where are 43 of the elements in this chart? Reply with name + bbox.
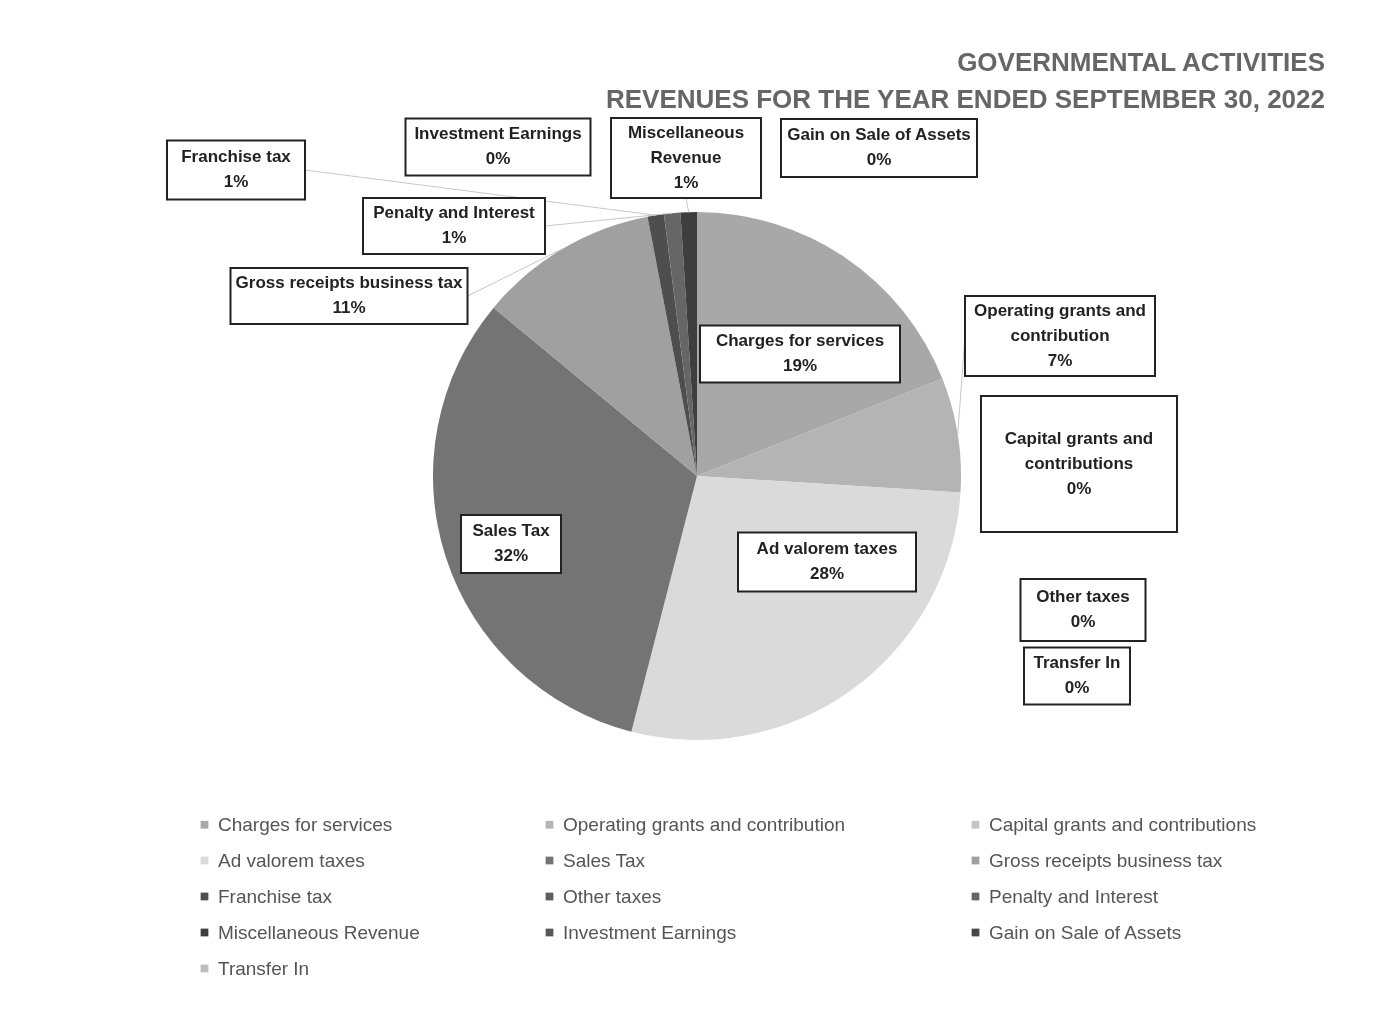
legend-label: Gross receipts business tax bbox=[989, 849, 1223, 871]
data-label: 1% bbox=[673, 172, 699, 192]
text: 0% bbox=[1064, 678, 1090, 697]
slice-label: Franchise tax bbox=[181, 147, 292, 166]
data-label: 28% bbox=[809, 564, 845, 583]
text: 0% bbox=[485, 149, 511, 168]
slice-label: Sales Tax bbox=[472, 521, 551, 540]
legend-label: Sales Tax bbox=[563, 849, 646, 871]
pie-slice bbox=[433, 307, 697, 732]
data-label: 11% bbox=[332, 298, 366, 317]
category-label: Capital grants and contributions bbox=[1004, 428, 1154, 473]
legend-label: Transfer In bbox=[218, 957, 310, 979]
text: 0% bbox=[866, 150, 892, 169]
category-label: Other taxes bbox=[1036, 587, 1130, 606]
slice-label: Operating grants and contribution bbox=[974, 300, 1146, 345]
category-label: Investment Earnings bbox=[414, 124, 582, 143]
chart-subtitle: REVENUES FOR THE YEAR ENDED SEPTEMBER 30, 2022 bbox=[605, 84, 1325, 114]
data-label: 19% bbox=[782, 356, 818, 375]
legend-label: Penalty and Interest bbox=[989, 885, 1159, 907]
legend-label: Franchise tax bbox=[218, 885, 333, 907]
legend-label: Charges for services bbox=[218, 813, 393, 835]
legend-label: Ad valorem taxes bbox=[218, 849, 365, 871]
chart-title: GOVERNMENTAL ACTIVITIES bbox=[957, 47, 1325, 77]
slice-label: Ad valorem taxes bbox=[756, 539, 898, 558]
category-label: Transfer In bbox=[1033, 653, 1121, 672]
legend-label: Miscellaneous Revenue bbox=[218, 921, 420, 943]
category-label: Gain on Sale of Assets bbox=[787, 125, 971, 144]
slice-label: Penalty and Interest bbox=[373, 203, 536, 222]
slice-label: Charges for services bbox=[715, 331, 885, 350]
legend-label: Capital grants and contributions bbox=[989, 813, 1257, 835]
legend-label: Investment Earnings bbox=[563, 921, 737, 943]
data-label: 1% bbox=[223, 172, 249, 191]
legend-label: Other taxes bbox=[563, 885, 662, 907]
pie-slice bbox=[647, 214, 697, 476]
legend-label: Operating grants and contribution bbox=[563, 813, 846, 835]
data-label: 7% bbox=[1047, 350, 1073, 370]
data-label: 1% bbox=[441, 228, 467, 247]
legend-label: Gain on Sale of Assets bbox=[989, 921, 1182, 943]
text: 0% bbox=[1070, 612, 1096, 631]
data-label: 32% bbox=[493, 546, 529, 565]
slice-label: Miscellaneous Revenue bbox=[627, 122, 745, 167]
slice-label: Gross receipts business tax bbox=[235, 273, 463, 292]
text: 0% bbox=[1066, 478, 1092, 498]
